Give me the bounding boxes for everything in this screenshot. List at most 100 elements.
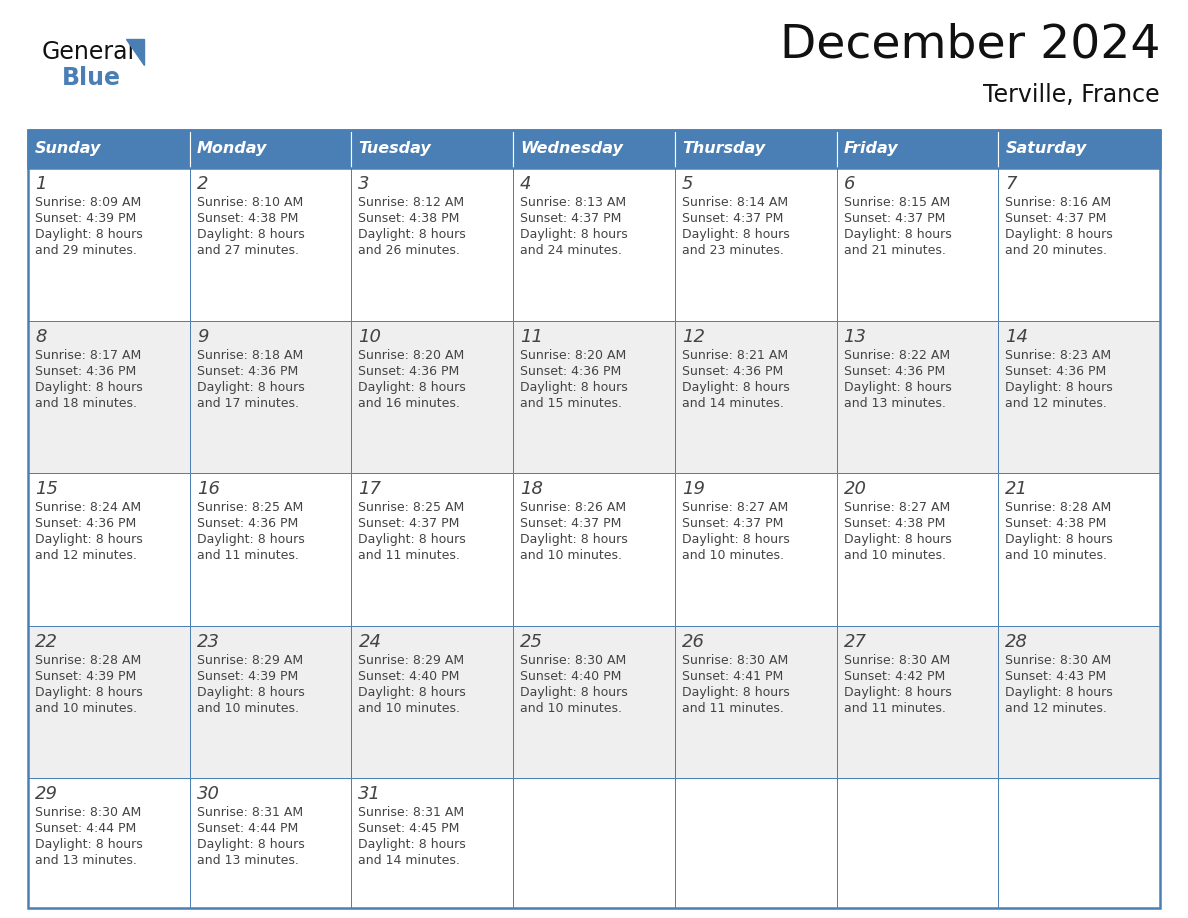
Text: 10: 10 bbox=[359, 328, 381, 345]
Bar bbox=[29, 130, 1159, 908]
Text: Sunrise: 8:26 AM: Sunrise: 8:26 AM bbox=[520, 501, 626, 514]
Text: Sunset: 4:37 PM: Sunset: 4:37 PM bbox=[1005, 212, 1107, 225]
Text: 19: 19 bbox=[682, 480, 704, 498]
Text: and 10 minutes.: and 10 minutes. bbox=[34, 701, 137, 715]
Text: and 17 minutes.: and 17 minutes. bbox=[197, 397, 298, 409]
Text: and 10 minutes.: and 10 minutes. bbox=[843, 549, 946, 562]
Text: Sunset: 4:37 PM: Sunset: 4:37 PM bbox=[520, 517, 621, 531]
Bar bbox=[513, 473, 675, 626]
Text: 26: 26 bbox=[682, 633, 704, 651]
Text: Terville, France: Terville, France bbox=[984, 83, 1159, 107]
Text: Sunrise: 8:15 AM: Sunrise: 8:15 AM bbox=[843, 196, 950, 209]
Text: Sunrise: 8:17 AM: Sunrise: 8:17 AM bbox=[34, 349, 141, 362]
Text: Daylight: 8 hours: Daylight: 8 hours bbox=[34, 381, 143, 394]
Bar bbox=[836, 626, 998, 778]
Text: Daylight: 8 hours: Daylight: 8 hours bbox=[359, 228, 466, 241]
Text: Sunset: 4:42 PM: Sunset: 4:42 PM bbox=[843, 670, 944, 683]
Text: Sunset: 4:37 PM: Sunset: 4:37 PM bbox=[682, 212, 783, 225]
Text: 23: 23 bbox=[197, 633, 220, 651]
Text: Sunrise: 8:22 AM: Sunrise: 8:22 AM bbox=[843, 349, 949, 362]
Text: 14: 14 bbox=[1005, 328, 1029, 345]
Text: Daylight: 8 hours: Daylight: 8 hours bbox=[682, 228, 790, 241]
Bar bbox=[190, 626, 352, 778]
Text: Sunrise: 8:31 AM: Sunrise: 8:31 AM bbox=[197, 806, 303, 819]
Text: Daylight: 8 hours: Daylight: 8 hours bbox=[359, 533, 466, 546]
Text: Sunrise: 8:16 AM: Sunrise: 8:16 AM bbox=[1005, 196, 1112, 209]
Text: Sunset: 4:40 PM: Sunset: 4:40 PM bbox=[520, 670, 621, 683]
Text: 30: 30 bbox=[197, 785, 220, 803]
Text: Daylight: 8 hours: Daylight: 8 hours bbox=[843, 228, 952, 241]
Text: Sunset: 4:45 PM: Sunset: 4:45 PM bbox=[359, 823, 460, 835]
Text: Daylight: 8 hours: Daylight: 8 hours bbox=[197, 228, 304, 241]
Bar bbox=[352, 168, 513, 320]
Text: 13: 13 bbox=[843, 328, 866, 345]
Text: Daylight: 8 hours: Daylight: 8 hours bbox=[34, 228, 143, 241]
Text: Sunrise: 8:10 AM: Sunrise: 8:10 AM bbox=[197, 196, 303, 209]
Text: Sunrise: 8:25 AM: Sunrise: 8:25 AM bbox=[197, 501, 303, 514]
Text: and 26 minutes.: and 26 minutes. bbox=[359, 244, 460, 257]
Text: and 10 minutes.: and 10 minutes. bbox=[682, 549, 784, 562]
Polygon shape bbox=[126, 39, 144, 65]
Bar bbox=[836, 320, 998, 473]
Text: 11: 11 bbox=[520, 328, 543, 345]
Bar bbox=[190, 130, 352, 168]
Text: Daylight: 8 hours: Daylight: 8 hours bbox=[34, 533, 143, 546]
Text: Sunset: 4:39 PM: Sunset: 4:39 PM bbox=[34, 212, 137, 225]
Text: Sunset: 4:36 PM: Sunset: 4:36 PM bbox=[682, 364, 783, 377]
Text: Daylight: 8 hours: Daylight: 8 hours bbox=[1005, 533, 1113, 546]
Text: Sunrise: 8:30 AM: Sunrise: 8:30 AM bbox=[520, 654, 626, 666]
Text: 5: 5 bbox=[682, 175, 694, 193]
Text: Sunset: 4:36 PM: Sunset: 4:36 PM bbox=[197, 364, 298, 377]
Bar bbox=[675, 320, 836, 473]
Text: Sunrise: 8:09 AM: Sunrise: 8:09 AM bbox=[34, 196, 141, 209]
Text: 12: 12 bbox=[682, 328, 704, 345]
Text: Daylight: 8 hours: Daylight: 8 hours bbox=[197, 381, 304, 394]
Text: and 29 minutes.: and 29 minutes. bbox=[34, 244, 137, 257]
Bar bbox=[190, 320, 352, 473]
Bar bbox=[352, 626, 513, 778]
Bar bbox=[836, 473, 998, 626]
Bar bbox=[998, 473, 1159, 626]
Text: and 13 minutes.: and 13 minutes. bbox=[197, 855, 298, 868]
Bar bbox=[29, 130, 1159, 168]
Bar bbox=[675, 473, 836, 626]
Text: Daylight: 8 hours: Daylight: 8 hours bbox=[1005, 381, 1113, 394]
Bar bbox=[836, 778, 998, 908]
Text: Sunrise: 8:25 AM: Sunrise: 8:25 AM bbox=[359, 501, 465, 514]
Text: 17: 17 bbox=[359, 480, 381, 498]
Text: 25: 25 bbox=[520, 633, 543, 651]
Text: Sunrise: 8:30 AM: Sunrise: 8:30 AM bbox=[843, 654, 950, 666]
Bar bbox=[352, 320, 513, 473]
Text: 3: 3 bbox=[359, 175, 369, 193]
Bar bbox=[998, 320, 1159, 473]
Bar bbox=[352, 473, 513, 626]
Text: Sunrise: 8:12 AM: Sunrise: 8:12 AM bbox=[359, 196, 465, 209]
Text: and 11 minutes.: and 11 minutes. bbox=[197, 549, 298, 562]
Text: 29: 29 bbox=[34, 785, 58, 803]
Text: and 11 minutes.: and 11 minutes. bbox=[359, 549, 460, 562]
Text: Sunrise: 8:29 AM: Sunrise: 8:29 AM bbox=[197, 654, 303, 666]
Text: Sunrise: 8:20 AM: Sunrise: 8:20 AM bbox=[520, 349, 626, 362]
Bar bbox=[352, 778, 513, 908]
Text: 8: 8 bbox=[34, 328, 46, 345]
Text: Sunrise: 8:21 AM: Sunrise: 8:21 AM bbox=[682, 349, 788, 362]
Text: and 14 minutes.: and 14 minutes. bbox=[682, 397, 784, 409]
Bar bbox=[675, 626, 836, 778]
Text: December 2024: December 2024 bbox=[779, 23, 1159, 68]
Text: Daylight: 8 hours: Daylight: 8 hours bbox=[843, 533, 952, 546]
Text: Daylight: 8 hours: Daylight: 8 hours bbox=[34, 838, 143, 851]
Text: Sunset: 4:36 PM: Sunset: 4:36 PM bbox=[34, 517, 137, 531]
Text: Sunrise: 8:14 AM: Sunrise: 8:14 AM bbox=[682, 196, 788, 209]
Text: and 12 minutes.: and 12 minutes. bbox=[34, 549, 137, 562]
Text: Daylight: 8 hours: Daylight: 8 hours bbox=[520, 228, 628, 241]
Bar bbox=[190, 473, 352, 626]
Text: Daylight: 8 hours: Daylight: 8 hours bbox=[359, 686, 466, 699]
Text: Sunrise: 8:13 AM: Sunrise: 8:13 AM bbox=[520, 196, 626, 209]
Text: Sunset: 4:38 PM: Sunset: 4:38 PM bbox=[359, 212, 460, 225]
Bar bbox=[675, 778, 836, 908]
Text: 31: 31 bbox=[359, 785, 381, 803]
Bar bbox=[513, 320, 675, 473]
Text: 4: 4 bbox=[520, 175, 532, 193]
Text: 6: 6 bbox=[843, 175, 855, 193]
Text: 1: 1 bbox=[34, 175, 46, 193]
